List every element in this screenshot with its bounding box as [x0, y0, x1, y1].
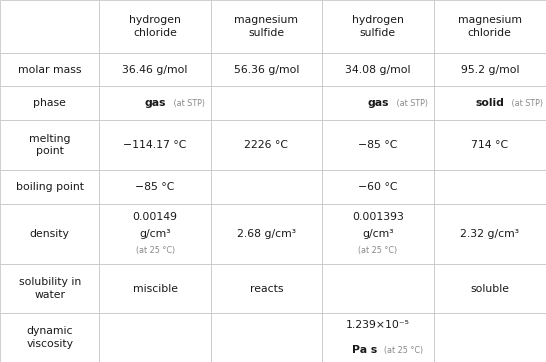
Text: 34.08 g/mol: 34.08 g/mol: [345, 65, 411, 75]
Bar: [322, 264, 434, 313]
Bar: [99, 264, 211, 313]
Bar: [0, 87, 99, 120]
Text: 0.00149: 0.00149: [133, 212, 177, 222]
Text: magnesium
chloride: magnesium chloride: [458, 15, 522, 38]
Text: g/cm³: g/cm³: [139, 229, 171, 239]
Text: (at 25 °C): (at 25 °C): [358, 246, 397, 255]
Text: 56.36 g/mol: 56.36 g/mol: [234, 65, 299, 75]
Bar: [211, 0, 322, 53]
Text: 1.239×10⁻⁵: 1.239×10⁻⁵: [346, 320, 410, 330]
Bar: [211, 120, 322, 170]
Text: miscible: miscible: [133, 283, 177, 294]
Bar: [0, 264, 99, 313]
Bar: [434, 120, 546, 170]
Text: 2226 °C: 2226 °C: [245, 140, 288, 150]
Bar: [322, 53, 434, 87]
Text: −60 °C: −60 °C: [358, 182, 397, 192]
Bar: [322, 203, 434, 264]
Text: soluble: soluble: [470, 283, 509, 294]
Text: (at 25 °C): (at 25 °C): [384, 346, 424, 355]
Bar: [434, 170, 546, 203]
Text: 714 °C: 714 °C: [471, 140, 508, 150]
Text: melting
point: melting point: [29, 134, 70, 156]
Bar: [0, 120, 99, 170]
Bar: [0, 170, 99, 203]
Bar: [99, 53, 211, 87]
Bar: [0, 53, 99, 87]
Bar: [322, 0, 434, 53]
Text: −85 °C: −85 °C: [358, 140, 397, 150]
Bar: [322, 313, 434, 362]
Bar: [211, 313, 322, 362]
Text: density: density: [29, 229, 70, 239]
Text: (at STP): (at STP): [511, 99, 543, 108]
Bar: [434, 264, 546, 313]
Text: 36.46 g/mol: 36.46 g/mol: [122, 65, 188, 75]
Bar: [99, 203, 211, 264]
Text: boiling point: boiling point: [16, 182, 84, 192]
Text: gas: gas: [367, 98, 389, 108]
Text: solid: solid: [476, 98, 504, 108]
Bar: [211, 53, 322, 87]
Bar: [211, 203, 322, 264]
Bar: [211, 87, 322, 120]
Bar: [434, 53, 546, 87]
Bar: [99, 170, 211, 203]
Text: hydrogen
chloride: hydrogen chloride: [129, 15, 181, 38]
Text: solubility in
water: solubility in water: [19, 277, 81, 300]
Text: (at STP): (at STP): [395, 99, 428, 108]
Bar: [434, 203, 546, 264]
Text: 95.2 g/mol: 95.2 g/mol: [460, 65, 519, 75]
Bar: [211, 264, 322, 313]
Text: −114.17 °C: −114.17 °C: [123, 140, 187, 150]
Text: −85 °C: −85 °C: [135, 182, 175, 192]
Text: 2.32 g/cm³: 2.32 g/cm³: [460, 229, 519, 239]
Bar: [434, 87, 546, 120]
Text: gas: gas: [144, 98, 166, 108]
Text: magnesium
sulfide: magnesium sulfide: [234, 15, 299, 38]
Text: dynamic
viscosity: dynamic viscosity: [26, 326, 73, 349]
Bar: [0, 0, 99, 53]
Bar: [99, 120, 211, 170]
Bar: [434, 313, 546, 362]
Text: g/cm³: g/cm³: [362, 229, 394, 239]
Bar: [99, 87, 211, 120]
Bar: [0, 313, 99, 362]
Text: molar mass: molar mass: [18, 65, 81, 75]
Text: 0.001393: 0.001393: [352, 212, 404, 222]
Bar: [99, 313, 211, 362]
Bar: [322, 170, 434, 203]
Text: Pa s: Pa s: [352, 345, 377, 355]
Text: (at 25 °C): (at 25 °C): [135, 246, 175, 255]
Text: phase: phase: [33, 98, 66, 108]
Text: (at STP): (at STP): [173, 99, 205, 108]
Bar: [322, 120, 434, 170]
Bar: [99, 0, 211, 53]
Text: hydrogen
sulfide: hydrogen sulfide: [352, 15, 404, 38]
Text: 2.68 g/cm³: 2.68 g/cm³: [237, 229, 296, 239]
Bar: [0, 203, 99, 264]
Bar: [211, 170, 322, 203]
Text: reacts: reacts: [250, 283, 283, 294]
Bar: [322, 87, 434, 120]
Bar: [434, 0, 546, 53]
